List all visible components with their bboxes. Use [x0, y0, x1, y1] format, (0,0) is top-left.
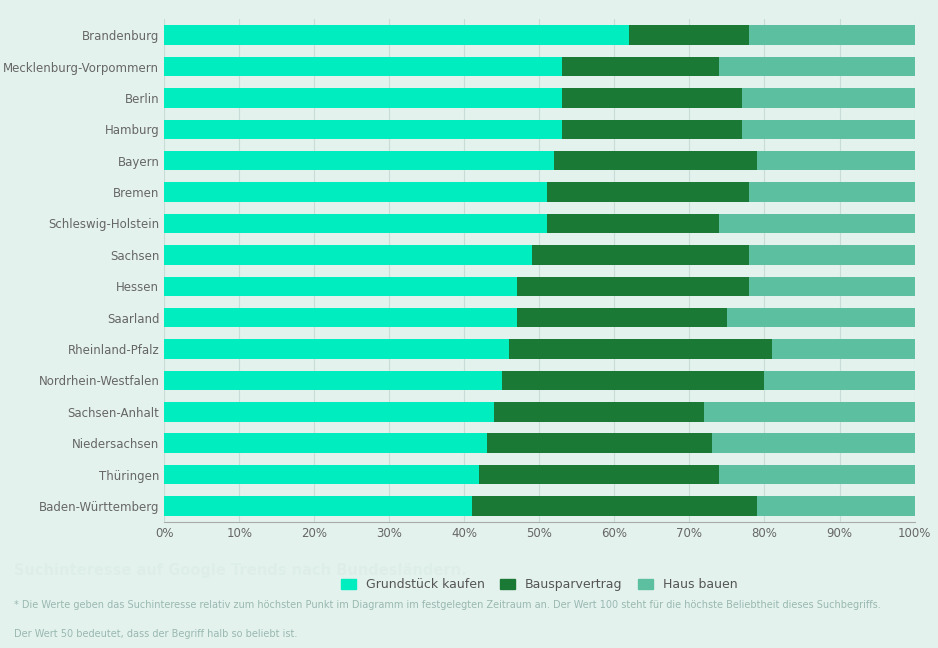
Bar: [509, 340, 772, 359]
Bar: [719, 465, 915, 484]
Bar: [727, 308, 915, 327]
Bar: [164, 214, 547, 233]
Bar: [494, 402, 704, 421]
Bar: [554, 151, 757, 170]
Bar: [764, 371, 915, 390]
Bar: [749, 245, 915, 264]
Bar: [487, 434, 712, 453]
Bar: [562, 57, 719, 76]
Text: Suchinteresse auf Google Trends nach Bundesländern.: Suchinteresse auf Google Trends nach Bun…: [14, 563, 467, 578]
Bar: [164, 465, 479, 484]
Bar: [479, 465, 719, 484]
Bar: [164, 402, 494, 421]
Bar: [749, 277, 915, 296]
Bar: [164, 182, 547, 202]
Bar: [562, 120, 742, 139]
Bar: [547, 214, 719, 233]
Bar: [532, 245, 749, 264]
Bar: [749, 25, 915, 45]
Bar: [719, 214, 915, 233]
Bar: [704, 402, 915, 421]
Bar: [749, 182, 915, 202]
Bar: [164, 25, 629, 45]
Bar: [164, 340, 509, 359]
Bar: [164, 120, 562, 139]
Bar: [757, 151, 915, 170]
Bar: [164, 57, 562, 76]
Bar: [742, 120, 915, 139]
Bar: [472, 496, 757, 516]
Bar: [629, 25, 749, 45]
Bar: [772, 340, 915, 359]
Bar: [164, 434, 487, 453]
Bar: [757, 496, 915, 516]
Text: Der Wert 50 bedeutet, dass der Begriff halb so beliebt ist.: Der Wert 50 bedeutet, dass der Begriff h…: [14, 629, 297, 640]
Bar: [164, 151, 554, 170]
Text: * Die Werte geben das Suchinteresse relativ zum höchsten Punkt im Diagramm im fe: * Die Werte geben das Suchinteresse rela…: [14, 600, 881, 610]
Bar: [164, 277, 517, 296]
Bar: [164, 245, 532, 264]
Bar: [164, 496, 472, 516]
Bar: [517, 277, 749, 296]
Bar: [562, 88, 742, 108]
Bar: [712, 434, 915, 453]
Bar: [547, 182, 749, 202]
Bar: [742, 88, 915, 108]
Bar: [164, 88, 562, 108]
Bar: [164, 371, 502, 390]
Bar: [164, 308, 517, 327]
Bar: [719, 57, 915, 76]
Bar: [517, 308, 727, 327]
Bar: [502, 371, 764, 390]
Legend: Grundstück kaufen, Bausparvertrag, Haus bauen: Grundstück kaufen, Bausparvertrag, Haus …: [337, 573, 742, 596]
